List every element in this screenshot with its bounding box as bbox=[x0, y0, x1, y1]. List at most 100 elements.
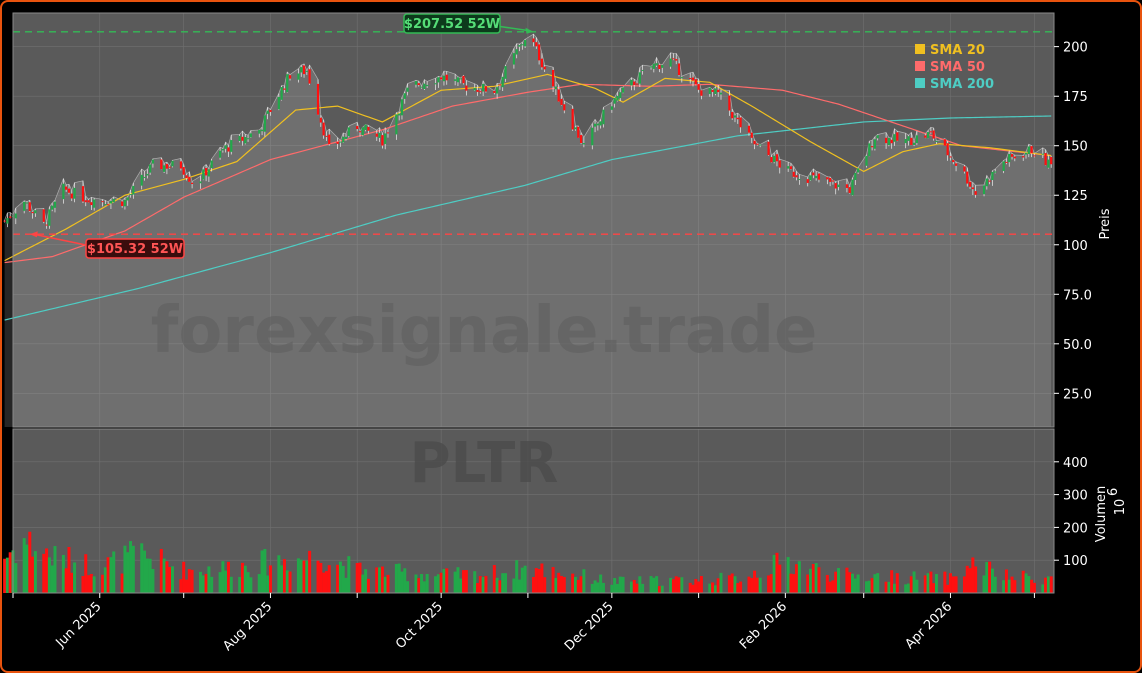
candle-body bbox=[806, 179, 809, 183]
volume-bar bbox=[699, 576, 703, 593]
candle-body bbox=[358, 131, 362, 133]
volume-bar bbox=[747, 576, 751, 593]
volume-bar bbox=[870, 578, 874, 593]
candle-body bbox=[356, 126, 359, 129]
volume-bar bbox=[968, 568, 972, 593]
candle-body bbox=[638, 72, 641, 84]
candle-body bbox=[476, 89, 479, 92]
volume-bar bbox=[929, 571, 933, 593]
volume-bar bbox=[711, 582, 715, 593]
candle-body bbox=[230, 140, 233, 152]
candle-body bbox=[767, 141, 770, 156]
volume-bar bbox=[1002, 580, 1006, 593]
x-tick-label: Feb 2026 bbox=[737, 599, 790, 652]
volume-bar bbox=[47, 557, 51, 593]
volume-bar bbox=[422, 581, 426, 593]
volume-bar bbox=[417, 578, 421, 593]
volume-tick-label: 100 bbox=[1063, 554, 1088, 569]
volume-tick-label: 200 bbox=[1063, 521, 1088, 536]
volume-bar bbox=[873, 574, 877, 593]
legend-label-sma20: SMA 20 bbox=[930, 43, 985, 58]
candle-body bbox=[364, 124, 367, 131]
volume-bar bbox=[361, 574, 365, 593]
volume-bar bbox=[42, 553, 46, 593]
price-tick-label: 75.0 bbox=[1063, 288, 1092, 303]
volume-bar bbox=[851, 573, 855, 593]
candle-body bbox=[498, 84, 502, 86]
candle-body bbox=[750, 132, 753, 138]
candle-body bbox=[795, 175, 798, 178]
volume-bar bbox=[198, 571, 202, 593]
candle-body bbox=[571, 108, 574, 130]
volume-bar bbox=[680, 577, 684, 593]
volume-bar bbox=[464, 570, 468, 593]
volume-bar bbox=[210, 576, 214, 593]
candle-body bbox=[848, 187, 851, 193]
volume-bar bbox=[143, 550, 147, 593]
volume-bar bbox=[484, 575, 488, 593]
candle-body bbox=[25, 202, 29, 204]
candle-body bbox=[1030, 146, 1033, 154]
x-tick-label: Jun 2025 bbox=[53, 599, 105, 651]
volume-bar bbox=[809, 568, 813, 593]
volume-bar bbox=[380, 566, 384, 593]
candle-body bbox=[224, 145, 227, 149]
candle-body bbox=[465, 85, 468, 91]
volume-bar bbox=[618, 576, 622, 593]
candle-body bbox=[165, 163, 169, 169]
volume-bar bbox=[1049, 576, 1053, 593]
candle-body bbox=[935, 141, 938, 143]
candle-body bbox=[775, 154, 779, 162]
volume-bar bbox=[456, 567, 460, 593]
x-tick-label: Dec 2025 bbox=[562, 599, 617, 654]
volume-bar bbox=[101, 574, 105, 593]
candle-body bbox=[442, 75, 446, 82]
candle-body bbox=[456, 77, 460, 83]
volume-bar bbox=[579, 576, 583, 593]
candle-body bbox=[28, 202, 31, 212]
candle-body bbox=[241, 136, 244, 141]
volume-bar bbox=[792, 574, 796, 593]
volume-bar bbox=[795, 564, 799, 593]
candle-body bbox=[602, 109, 605, 125]
price-panel bbox=[13, 13, 1054, 427]
volume-bar bbox=[621, 576, 625, 593]
candle-body bbox=[403, 93, 406, 99]
candle-body bbox=[14, 213, 17, 219]
volume-bar bbox=[635, 583, 639, 593]
candle-body bbox=[484, 86, 488, 92]
volume-bar bbox=[478, 576, 482, 593]
candle-body bbox=[342, 136, 345, 143]
candle-body bbox=[104, 204, 107, 206]
candle-body bbox=[540, 58, 543, 68]
candle-body bbox=[515, 49, 518, 55]
volume-bar bbox=[277, 555, 281, 593]
volume-bar bbox=[129, 541, 133, 593]
candle-body bbox=[563, 104, 566, 111]
candle-body bbox=[680, 77, 683, 79]
candle-body bbox=[336, 141, 339, 144]
volume-bar bbox=[652, 577, 656, 593]
volume-bar bbox=[694, 578, 698, 593]
candle-body bbox=[551, 69, 555, 87]
candle-body bbox=[596, 123, 599, 126]
volume-bar bbox=[383, 576, 387, 593]
volume-bar bbox=[106, 557, 110, 593]
candle-body bbox=[963, 166, 966, 172]
volume-bar bbox=[299, 559, 303, 593]
volume-bar bbox=[750, 578, 754, 593]
candle-body bbox=[361, 127, 364, 136]
candle-body bbox=[132, 185, 135, 195]
volume-bar bbox=[162, 558, 166, 593]
volume-bar bbox=[948, 573, 952, 593]
volume-bar bbox=[573, 576, 577, 593]
candle-body bbox=[121, 201, 124, 206]
volume-bar bbox=[308, 550, 312, 593]
candle-body bbox=[445, 74, 448, 81]
volume-bar bbox=[733, 576, 737, 593]
volume-bar bbox=[853, 578, 857, 593]
candle-body bbox=[462, 75, 465, 84]
candle-body bbox=[815, 175, 818, 179]
volume-bar bbox=[204, 573, 208, 593]
candle-body bbox=[907, 136, 910, 141]
